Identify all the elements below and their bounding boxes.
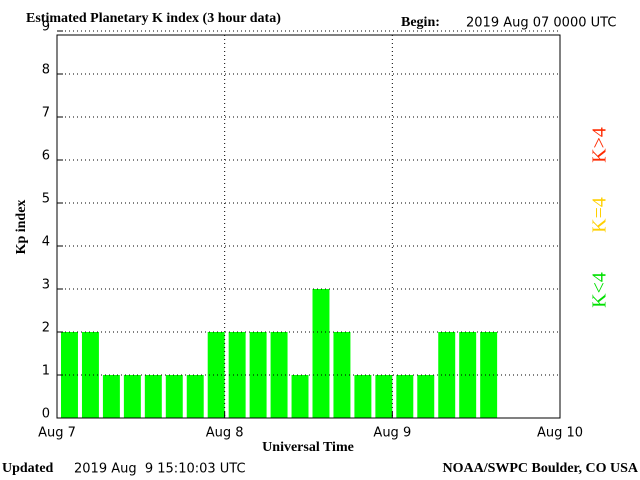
y-tick-label: 8 bbox=[42, 63, 50, 78]
plot-frame bbox=[56, 34, 561, 419]
bar bbox=[81, 332, 99, 418]
y-tick-label: 1 bbox=[42, 364, 50, 379]
updated-label: Updated bbox=[2, 461, 54, 476]
legend-entry: K<4 bbox=[589, 272, 611, 308]
y-tick-label: 7 bbox=[42, 106, 50, 121]
bar bbox=[165, 375, 183, 418]
bar bbox=[123, 375, 141, 418]
y-tick-label: 4 bbox=[42, 235, 50, 250]
y-tick-label: 5 bbox=[42, 192, 50, 207]
bar bbox=[249, 332, 267, 418]
source: NOAA/SWPC Boulder, CO USA bbox=[442, 461, 638, 476]
bar bbox=[438, 332, 456, 418]
y-tick-label: 3 bbox=[42, 278, 50, 293]
y-axis-label: Kp index bbox=[14, 200, 29, 255]
y-tick-label: 2 bbox=[42, 321, 50, 336]
bar bbox=[417, 375, 435, 418]
bar bbox=[186, 375, 204, 418]
x-tick-label: Aug 8 bbox=[206, 426, 244, 441]
bar bbox=[312, 289, 330, 418]
y-tick-label: 9 bbox=[42, 20, 50, 35]
x-tick-label: Aug 7 bbox=[38, 426, 76, 441]
bar bbox=[354, 375, 372, 418]
bar bbox=[396, 375, 414, 418]
begin-label: Begin: bbox=[401, 15, 440, 30]
bar bbox=[291, 375, 309, 418]
x-tick-label: Aug 10 bbox=[537, 426, 583, 441]
bar bbox=[480, 332, 498, 418]
chart-title: Estimated Planetary K index (3 hour data… bbox=[26, 11, 281, 26]
x-axis-label: Universal Time bbox=[262, 440, 354, 455]
y-tick-label: 6 bbox=[42, 149, 50, 164]
x-tick-label: Aug 9 bbox=[373, 426, 411, 441]
legend-entry: K>4 bbox=[589, 127, 611, 163]
y-tick-label: 0 bbox=[42, 407, 50, 422]
legend-entry: K=4 bbox=[589, 197, 611, 233]
bar bbox=[270, 332, 288, 418]
bar bbox=[102, 375, 120, 418]
bar bbox=[144, 375, 162, 418]
bar bbox=[459, 332, 477, 418]
bar bbox=[207, 332, 225, 418]
bar bbox=[375, 375, 393, 418]
begin-value: 2019 Aug 07 0000 UTC bbox=[466, 16, 616, 31]
updated-value: 2019 Aug 9 15:10:03 UTC bbox=[74, 462, 246, 477]
